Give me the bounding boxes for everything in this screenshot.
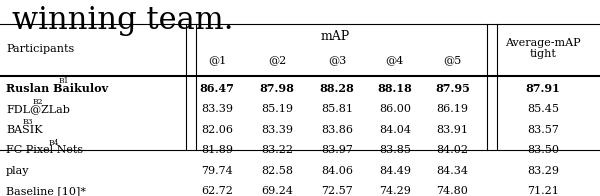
- Text: Ruslan Baikulov: Ruslan Baikulov: [6, 83, 108, 94]
- Text: Baseline [10]*: Baseline [10]*: [6, 186, 86, 196]
- Text: play: play: [6, 166, 29, 176]
- Text: 84.49: 84.49: [379, 166, 411, 176]
- Text: 81.89: 81.89: [201, 145, 233, 155]
- Text: 85.19: 85.19: [261, 104, 293, 114]
- Text: 83.57: 83.57: [527, 125, 559, 135]
- Text: 83.39: 83.39: [201, 104, 233, 114]
- Text: 86.19: 86.19: [436, 104, 469, 114]
- Text: winning team.: winning team.: [12, 5, 233, 35]
- Text: BASIK: BASIK: [6, 125, 43, 135]
- Text: 83.22: 83.22: [261, 145, 293, 155]
- Text: 85.45: 85.45: [527, 104, 559, 114]
- Text: 83.97: 83.97: [321, 145, 353, 155]
- Text: @4: @4: [386, 56, 404, 66]
- Text: 88.18: 88.18: [377, 83, 412, 94]
- Text: Participants: Participants: [6, 44, 74, 54]
- Text: 88.28: 88.28: [320, 83, 355, 94]
- Text: 84.34: 84.34: [436, 166, 469, 176]
- Text: 83.85: 83.85: [379, 145, 411, 155]
- Text: 84.02: 84.02: [436, 145, 469, 155]
- Text: @2: @2: [268, 56, 286, 66]
- Text: 84.04: 84.04: [379, 125, 411, 135]
- Text: B3: B3: [23, 118, 33, 126]
- Text: 72.57: 72.57: [322, 186, 353, 196]
- Text: 83.86: 83.86: [321, 125, 353, 135]
- Text: 87.95: 87.95: [435, 83, 470, 94]
- Text: 71.21: 71.21: [527, 186, 559, 196]
- Text: 82.58: 82.58: [261, 166, 293, 176]
- Text: @3: @3: [328, 56, 346, 66]
- Text: 83.91: 83.91: [436, 125, 469, 135]
- Text: 69.24: 69.24: [261, 186, 293, 196]
- Text: mAP: mAP: [320, 30, 349, 43]
- Text: 82.06: 82.06: [201, 125, 233, 135]
- Text: 74.29: 74.29: [379, 186, 411, 196]
- Text: 84.06: 84.06: [321, 166, 353, 176]
- Text: 87.98: 87.98: [260, 83, 295, 94]
- Text: 85.81: 85.81: [321, 104, 353, 114]
- Text: B1: B1: [58, 77, 68, 85]
- Text: 74.80: 74.80: [436, 186, 469, 196]
- Text: @1: @1: [208, 56, 226, 66]
- Text: 86.47: 86.47: [200, 83, 235, 94]
- Text: 62.72: 62.72: [201, 186, 233, 196]
- Text: 83.39: 83.39: [261, 125, 293, 135]
- Text: FDL@ZLab: FDL@ZLab: [6, 104, 70, 114]
- Text: B2: B2: [32, 98, 43, 106]
- Text: 79.74: 79.74: [202, 166, 233, 176]
- Text: FC Pixel Nets: FC Pixel Nets: [6, 145, 83, 155]
- Text: @5: @5: [443, 56, 461, 66]
- Text: B4: B4: [49, 139, 59, 147]
- Text: 87.91: 87.91: [526, 83, 560, 94]
- Text: 83.50: 83.50: [527, 145, 559, 155]
- Text: 86.00: 86.00: [379, 104, 411, 114]
- Text: 83.29: 83.29: [527, 166, 559, 176]
- Text: Average-mAP
tight: Average-mAP tight: [505, 38, 581, 59]
